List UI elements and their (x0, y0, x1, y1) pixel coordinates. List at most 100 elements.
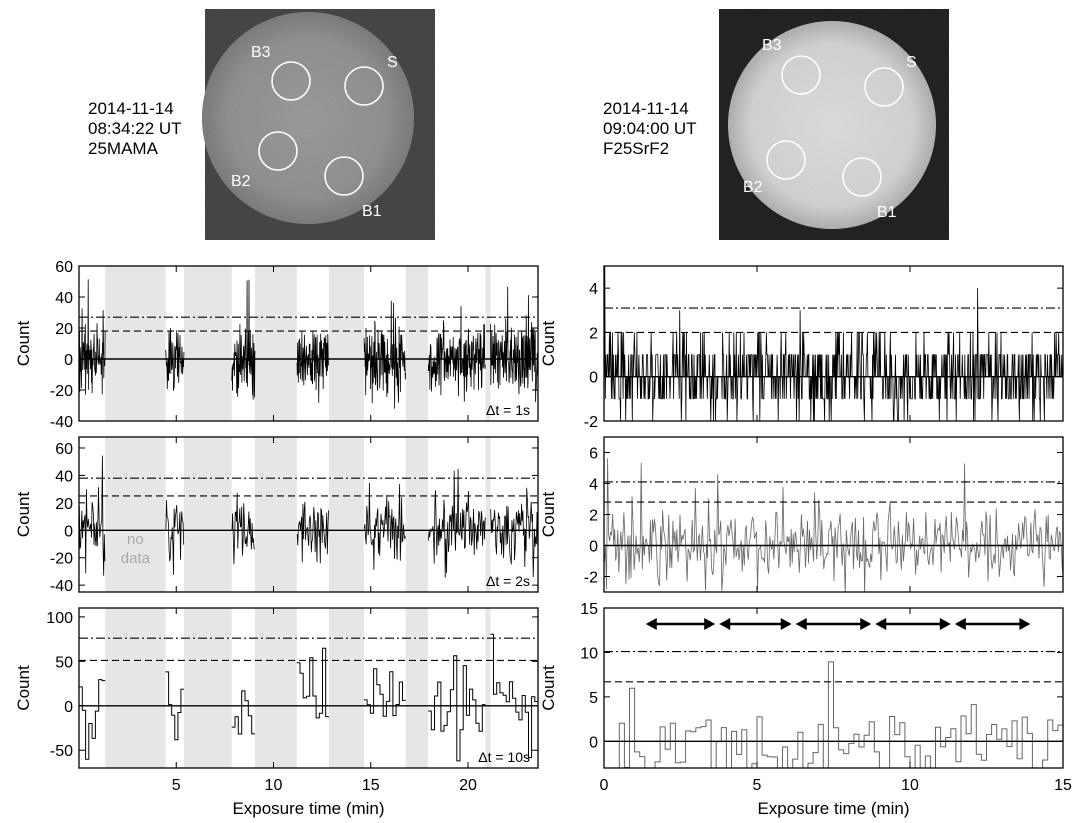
y-tick-label: 60 (55, 441, 73, 458)
plot-area (604, 651, 1063, 768)
data-gap-band (255, 437, 297, 592)
x-tick-label: 10 (265, 777, 283, 794)
y-axis-label: Count (539, 492, 558, 538)
y-tick-label: -2 (584, 570, 598, 587)
data-gap-band (105, 266, 166, 421)
y-tick-label: 40 (55, 290, 73, 307)
y-tick-label: -2 (584, 414, 598, 431)
data-gap-band (328, 266, 364, 421)
data-gap-band (485, 266, 491, 421)
chart-panel-left-middle: -40 -20 0 20 40 60 Count Δt = 2s no data (14, 436, 539, 595)
no-data-label: data (121, 550, 151, 567)
data-gap-band (328, 608, 364, 768)
y-tick-label: 0 (64, 352, 73, 369)
data-gap-band (255, 266, 297, 421)
y-tick-label: -50 (50, 743, 73, 760)
aperture-label-b1: B1 (877, 204, 897, 221)
plot-frame (78, 607, 539, 769)
data-gap-band (485, 608, 491, 768)
plot-area (79, 608, 538, 768)
lightcurve-series (604, 266, 1063, 421)
plot-area (79, 266, 538, 421)
y-tick-label: 60 (55, 259, 73, 276)
chart-panel-right-top: -2 0 2 4 Count (539, 265, 1064, 431)
x-axis-label: Exposure time (min) (757, 799, 909, 818)
y-tick-label: 0 (64, 523, 73, 540)
data-gap-band (184, 437, 232, 592)
aperture-s (344, 66, 384, 106)
y-tick-label: 15 (580, 601, 598, 618)
interval-arrow-head (719, 618, 731, 630)
y-tick-label: 100 (46, 610, 73, 627)
x-tick-label: 15 (362, 777, 380, 794)
y-tick-label: 40 (55, 468, 73, 485)
plot-area (79, 437, 538, 592)
bin-width-annotation: Δt = 1s (486, 402, 530, 418)
data-gap-band (405, 608, 429, 768)
y-tick-label: -20 (50, 551, 73, 568)
lightcurve-series (79, 455, 538, 578)
obs-label-left: 2014-11-14 08:34:22 UT 25MAMA (88, 99, 182, 159)
lightcurve-series (79, 633, 538, 762)
chart-panel-left-top: -40 -20 0 20 40 60 Count Δt = 1s (14, 259, 539, 431)
data-gap-band (105, 437, 166, 592)
x-tick-label: 5 (753, 777, 762, 794)
y-tick-label: 0 (589, 370, 598, 387)
detector-image-left: B3 S B2 B1 (202, 9, 435, 240)
data-gap-band (405, 266, 429, 421)
data-gap-band (184, 266, 232, 421)
data-gap-band (328, 437, 364, 592)
data-gap-band (255, 608, 297, 768)
plot-frame (603, 607, 1064, 769)
aperture-b2 (258, 131, 298, 171)
aperture-b1 (842, 157, 882, 197)
y-tick-label: 5 (589, 690, 598, 707)
detector-image-right: B3 S B2 B1 (719, 9, 949, 240)
aperture-b1 (324, 156, 364, 196)
obs-label-right: 2014-11-14 09:04:00 UT F25SrF2 (603, 99, 697, 159)
y-tick-label: 50 (55, 654, 73, 671)
y-tick-label: -40 (50, 578, 73, 595)
lightcurve-series (604, 458, 1063, 592)
plot-area (604, 266, 1063, 421)
x-tick-label: 15 (1054, 777, 1072, 794)
y-axis-label: Count (14, 321, 33, 367)
interval-arrow-head (780, 618, 792, 630)
x-tick-label: 10 (901, 777, 919, 794)
y-tick-label: 6 (589, 446, 598, 463)
y-tick-label: -20 (50, 383, 73, 400)
y-tick-label: -40 (50, 414, 73, 431)
aperture-b3 (781, 55, 821, 95)
data-gap-band (485, 437, 491, 592)
aperture-label-b1: B1 (362, 203, 382, 220)
y-axis-label: Count (14, 665, 33, 711)
aperture-label-s: S (387, 54, 398, 71)
chart-panel-left-bottom: -50 0 50 100 5 10 15 20 Count Exposure time (min)… (14, 607, 539, 818)
aperture-b3 (271, 61, 311, 101)
x-axis-label: Exposure time (min) (232, 799, 384, 818)
interval-arrow-head (860, 618, 872, 630)
x-tick-label: 5 (172, 777, 181, 794)
y-tick-label: 10 (580, 645, 598, 662)
bin-width-annotation: Δt = 10s (478, 749, 530, 765)
interval-arrow-head (795, 618, 807, 630)
y-axis-label: Count (539, 321, 558, 367)
interval-arrow-head (875, 618, 887, 630)
no-data-label: no (127, 531, 144, 548)
x-tick-label: 0 (600, 777, 609, 794)
aperture-label-b2: B2 (231, 173, 251, 190)
aperture-label-s: S (906, 54, 917, 71)
y-tick-label: 2 (589, 325, 598, 342)
data-gap-band (184, 608, 232, 768)
obs-filter: 25MAMA (88, 139, 158, 158)
aperture-label-b3: B3 (762, 37, 782, 54)
plot-frame (603, 265, 1064, 422)
y-tick-label: 0 (589, 734, 598, 751)
y-tick-label: 4 (589, 281, 598, 298)
y-axis-label: Count (539, 665, 558, 711)
plot-frame (78, 265, 539, 422)
obs-filter: F25SrF2 (603, 139, 670, 158)
interval-arrow-head (704, 618, 716, 630)
interval-arrow-head (939, 618, 951, 630)
